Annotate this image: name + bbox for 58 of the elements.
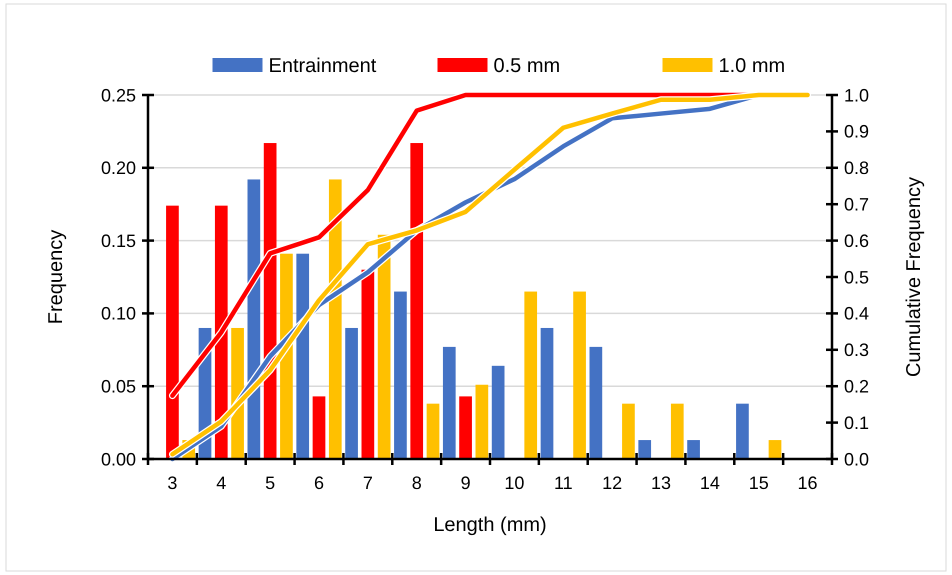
y2-tick-label: 0.8 [844, 158, 870, 178]
bar [476, 384, 488, 459]
bar [540, 328, 554, 459]
bar [736, 404, 749, 459]
x-tick-label: 15 [748, 473, 769, 493]
bar [768, 440, 782, 459]
y-axis-title: Frequency [45, 230, 67, 324]
y2-tick-label: 1.0 [844, 85, 870, 106]
y2-tick-label: 0.1 [844, 412, 870, 433]
y-tick-label: 0.00 [100, 449, 136, 470]
x-axis-title: Length (mm) [433, 514, 547, 536]
y-tick-label: 0.05 [100, 376, 136, 396]
y2-tick-label: 0.6 [844, 230, 870, 251]
bar [442, 346, 456, 459]
y-tick-label: 0.25 [100, 85, 136, 106]
y2-tick-label: 0.5 [844, 267, 870, 288]
bar [492, 366, 504, 459]
y2-tick-label: 0.0 [844, 449, 870, 470]
y2-tick-label: 0.3 [844, 340, 870, 360]
x-tick-label: 13 [650, 473, 672, 493]
y2-tick-label: 0.9 [844, 122, 870, 142]
legend-label: Entrainment [268, 55, 377, 77]
x-tick-label: 10 [504, 473, 524, 493]
x-tick-label: 3 [167, 473, 178, 493]
bar [687, 440, 700, 459]
x-tick-label: 12 [602, 473, 622, 493]
y2-tick-label: 0.7 [844, 194, 870, 214]
bar [410, 143, 424, 459]
x-tick-label: 11 [554, 473, 573, 493]
y2-tick-label: 0.4 [844, 304, 870, 324]
x-tick-label: 16 [798, 473, 818, 493]
bar [362, 270, 374, 459]
bar [670, 404, 684, 459]
y-tick-label: 0.20 [100, 158, 136, 178]
bar [622, 404, 635, 459]
legend-label: 1.0 mm [718, 55, 786, 77]
legend-label: 0.5 mm [494, 55, 560, 77]
y-tick-label: 0.15 [100, 230, 136, 251]
bar [394, 292, 407, 459]
bar [573, 292, 586, 459]
y2-tick-label: 0.2 [844, 376, 870, 396]
y2-axis-title: Cumulative Frequency [903, 176, 925, 378]
x-tick-label: 9 [460, 473, 471, 493]
x-tick-label: 6 [314, 473, 324, 493]
bar [426, 404, 440, 459]
bar [590, 346, 602, 459]
x-tick-label: 4 [216, 473, 226, 493]
x-tick-label: 5 [265, 473, 276, 493]
y-tick-label: 0.10 [100, 304, 136, 324]
x-tick-label: 7 [362, 473, 373, 493]
bar [638, 440, 652, 459]
x-tick-label: 14 [700, 473, 720, 493]
bar [296, 254, 310, 459]
bar [524, 292, 538, 459]
bar [345, 328, 358, 459]
bar [459, 396, 472, 459]
bar [312, 396, 326, 459]
x-tick-label: 8 [412, 473, 422, 493]
